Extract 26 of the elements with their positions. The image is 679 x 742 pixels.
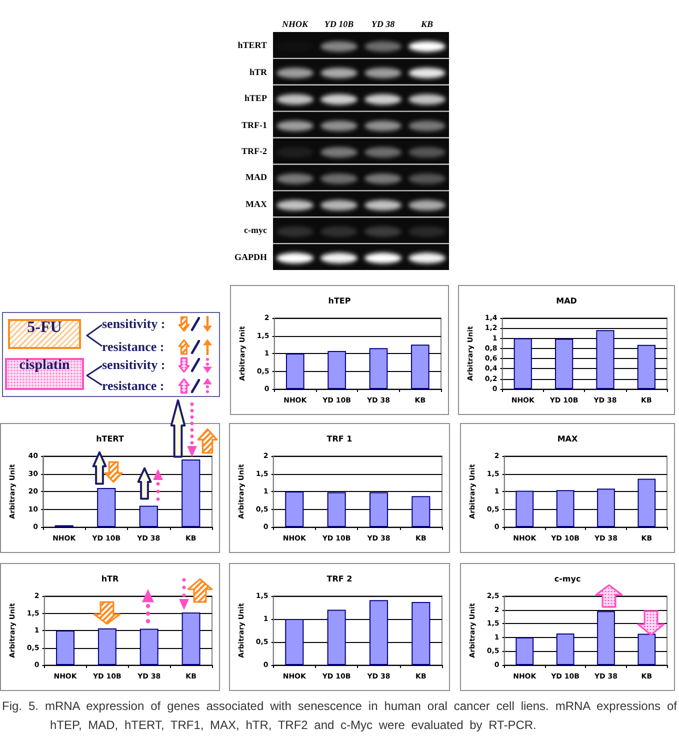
chart-title: TRF 2 <box>326 574 352 584</box>
category-label: YD 10B <box>323 19 355 29</box>
category-label: hTR <box>249 66 267 77</box>
chart-title: TRF 1 <box>326 434 353 444</box>
chart-title: c-myc <box>554 574 581 584</box>
category-label: GAPDH <box>234 252 267 262</box>
category-label: MAD <box>246 172 267 182</box>
category-label: YD 38 <box>370 19 396 29</box>
text: sensitivity : <box>102 316 166 332</box>
caption: Fig. 5. mRNA expression of genes associated with senescence in human oral cancer cell liens. mRNA expressions of hTEP, MAD, hTERT, TRF1, MAX, hTR, TRF2 and c-Myc were evaluated by RT-PCR. <box>2 698 677 734</box>
text: sensitivity : <box>102 357 166 373</box>
text: resistance : <box>102 339 164 355</box>
chart-title: MAD <box>556 296 578 306</box>
chart-title: hTR <box>101 574 119 584</box>
chart-title: hTERT <box>96 434 124 444</box>
chart-title: hTEP <box>328 296 351 306</box>
category-label: KB <box>420 19 434 29</box>
category-label: c-myc <box>244 225 267 236</box>
category-label: TRF-1 <box>242 120 267 130</box>
text: resistance : <box>102 378 164 394</box>
category-label: NHOK <box>280 19 310 29</box>
category-label: hTERT <box>238 40 267 50</box>
category-label: hTEP <box>244 93 267 104</box>
category-label: MAX <box>246 198 267 209</box>
chart-title: MAX <box>557 434 578 444</box>
category-label: TRF-2 <box>242 146 267 156</box>
